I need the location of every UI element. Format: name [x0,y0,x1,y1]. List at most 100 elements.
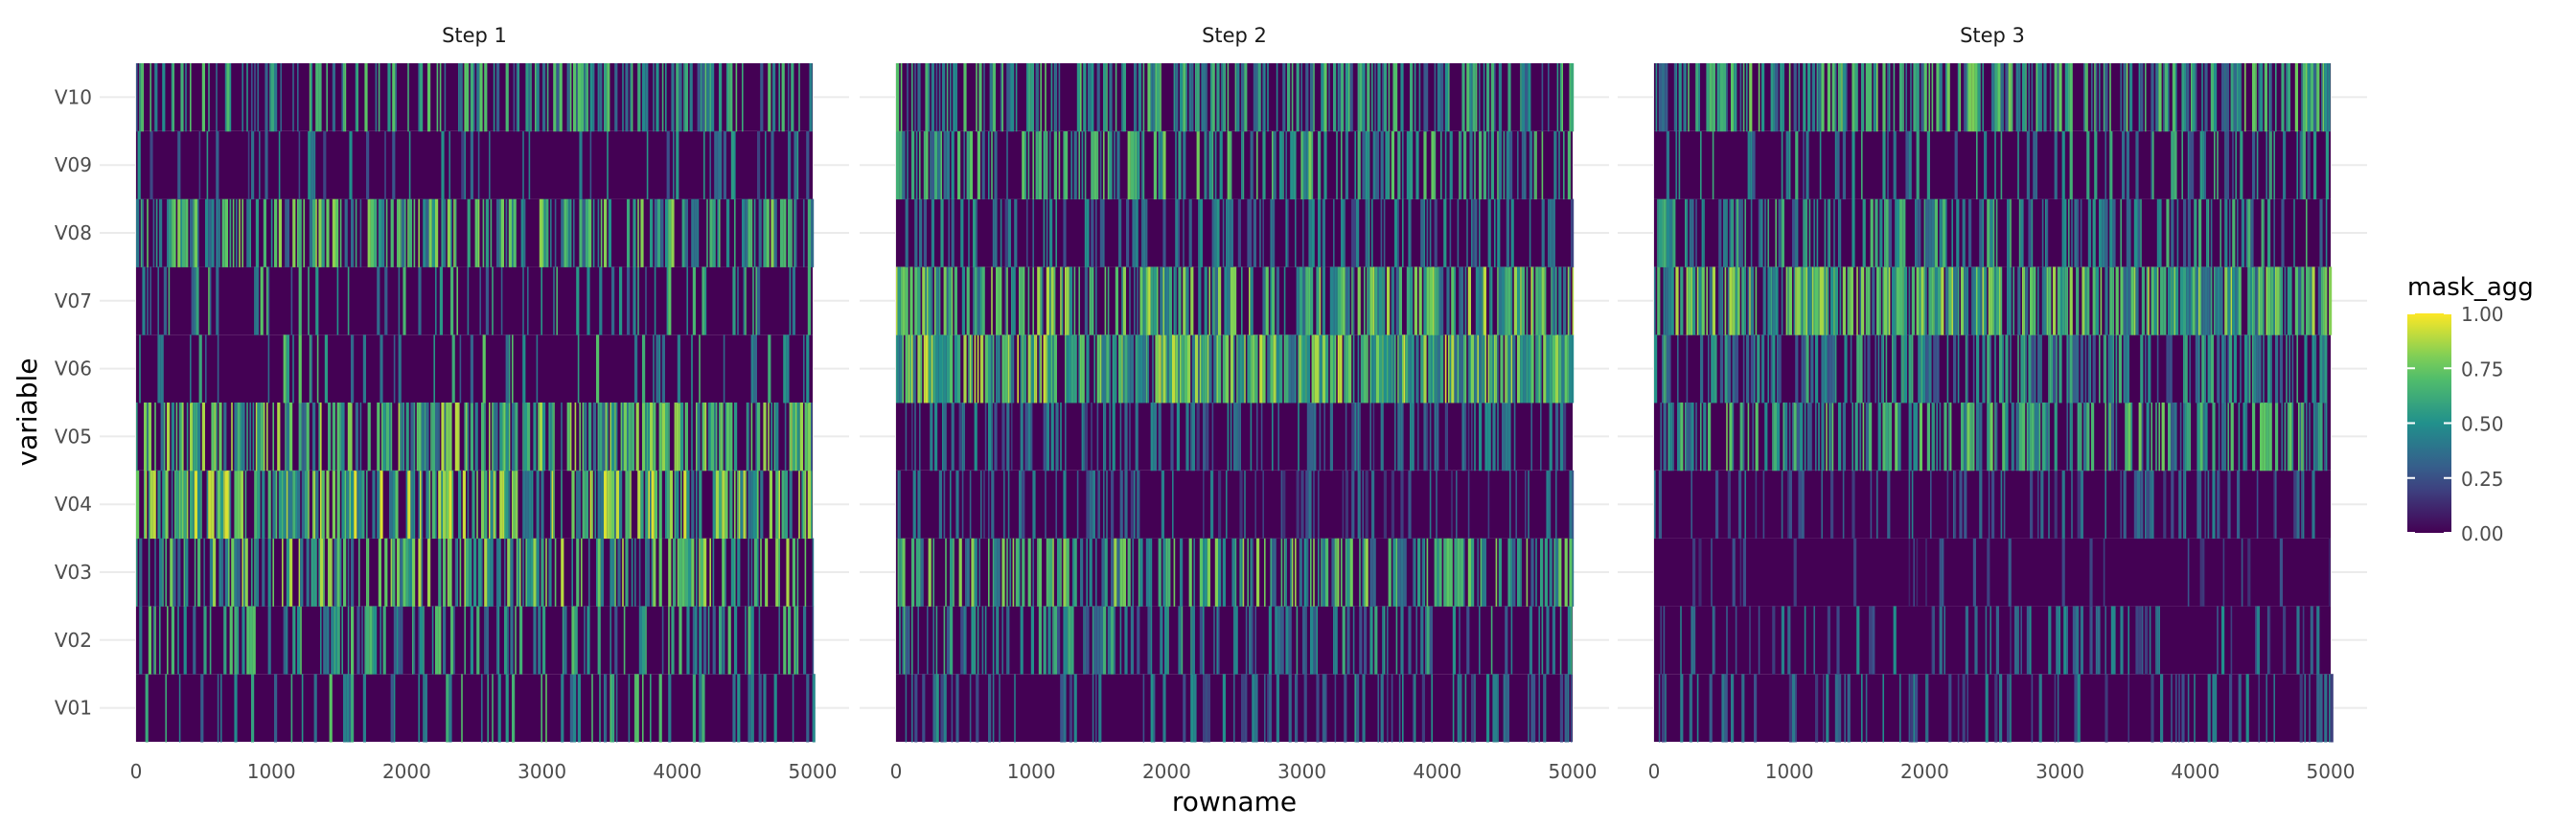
heat-cell [292,198,296,267]
heat-cell [1987,538,1990,607]
heat-cell [1569,266,1571,335]
heat-cell [497,674,501,743]
heat-cell [1175,334,1179,403]
heat-cell [1410,63,1414,132]
heat-cell [1762,266,1766,335]
heat-cell [2109,334,2113,403]
heat-cell [1224,63,1226,132]
heat-cell [562,606,564,675]
heat-cell [951,403,954,472]
heat-cell [522,334,526,403]
heat-cell [542,606,546,675]
heat-cell [942,334,944,403]
heat-cell [525,470,529,540]
heat-cell [806,674,810,743]
heat-cell [1750,130,1753,200]
heat-cell [905,266,908,335]
heat-cell [374,198,378,267]
heat-cell [1938,266,1942,335]
heat-cell [1006,403,1010,472]
heat-cell [2207,334,2211,403]
heat-cell [734,130,736,200]
heat-cell [1497,334,1499,403]
heat-cell [1130,606,1134,675]
heat-cell [650,470,652,540]
heat-cell [2010,606,2012,675]
heat-cell [1923,63,1927,132]
heat-cell [1971,403,1973,472]
heat-cell [550,538,552,607]
heat-cell [1218,266,1222,335]
heat-cell [2077,198,2080,267]
heat-cell [1306,334,1310,403]
heat-cell [2307,63,2311,132]
heat-cell [1001,538,1005,607]
heat-cell [899,538,901,607]
heat-cell [2296,470,2300,540]
heat-cell [1408,470,1410,540]
heat-cell [1680,606,1682,675]
heat-cell [996,606,998,675]
heat-cell [490,470,494,540]
heat-cell [1352,334,1355,403]
heat-cell [344,198,348,267]
heat-cell [2017,606,2019,675]
heat-cell [1523,334,1527,403]
heat-cell [2164,63,2168,132]
heat-cell [2104,470,2106,540]
heat-cell [770,403,772,472]
heat-cell [2212,403,2216,472]
heat-cell [1351,470,1355,540]
heat-cell [789,470,793,540]
heat-cell [1436,403,1439,472]
heat-cell [152,606,155,675]
heat-cell [1497,198,1501,267]
heat-cell [1761,63,1765,132]
heat-cell [1965,334,1967,403]
heat-cell [1807,63,1811,132]
heat-cell [1925,198,1929,267]
heat-cell [798,63,800,132]
heat-cell [1224,334,1226,403]
heat-cell [1525,470,1527,540]
heat-cell [738,470,741,540]
heat-cell [1165,538,1168,607]
heat-cell [1302,606,1306,675]
heat-cell [1080,63,1082,132]
heat-cell [1818,63,1822,132]
heat-cell [1833,198,1835,267]
heat-cell [2158,403,2160,472]
heat-cell [940,674,944,743]
heat-cell [988,674,992,743]
heat-cell [614,606,618,675]
heat-cell [1318,470,1320,540]
heat-cell [1374,266,1378,335]
heat-cell [2031,63,2034,132]
heat-cell [768,63,771,132]
heat-cell [683,63,685,132]
heat-cell [2238,403,2241,472]
y-tick-label: V05 [55,425,92,448]
heat-cell [709,403,711,472]
heat-cell [2120,198,2122,267]
heat-cell [1341,538,1343,607]
heat-cell [1446,266,1450,335]
heat-cell [346,470,350,540]
heat-cell [1449,130,1453,200]
heat-cell [336,470,340,540]
heat-cell [1879,198,1883,267]
heat-cell [262,538,265,607]
heat-cell [1204,538,1208,607]
heat-cell [308,266,310,335]
heat-cell [504,538,506,607]
heat-cell [1423,403,1427,472]
heat-cell [1346,606,1350,675]
heat-cell [2206,198,2208,267]
heat-cell [2135,130,2139,200]
heat-cell [1053,606,1057,675]
heat-cell [2287,266,2290,335]
heat-cell [571,606,575,675]
heat-cell [1288,334,1292,403]
heat-cell [678,606,682,675]
heat-cell [752,266,754,335]
